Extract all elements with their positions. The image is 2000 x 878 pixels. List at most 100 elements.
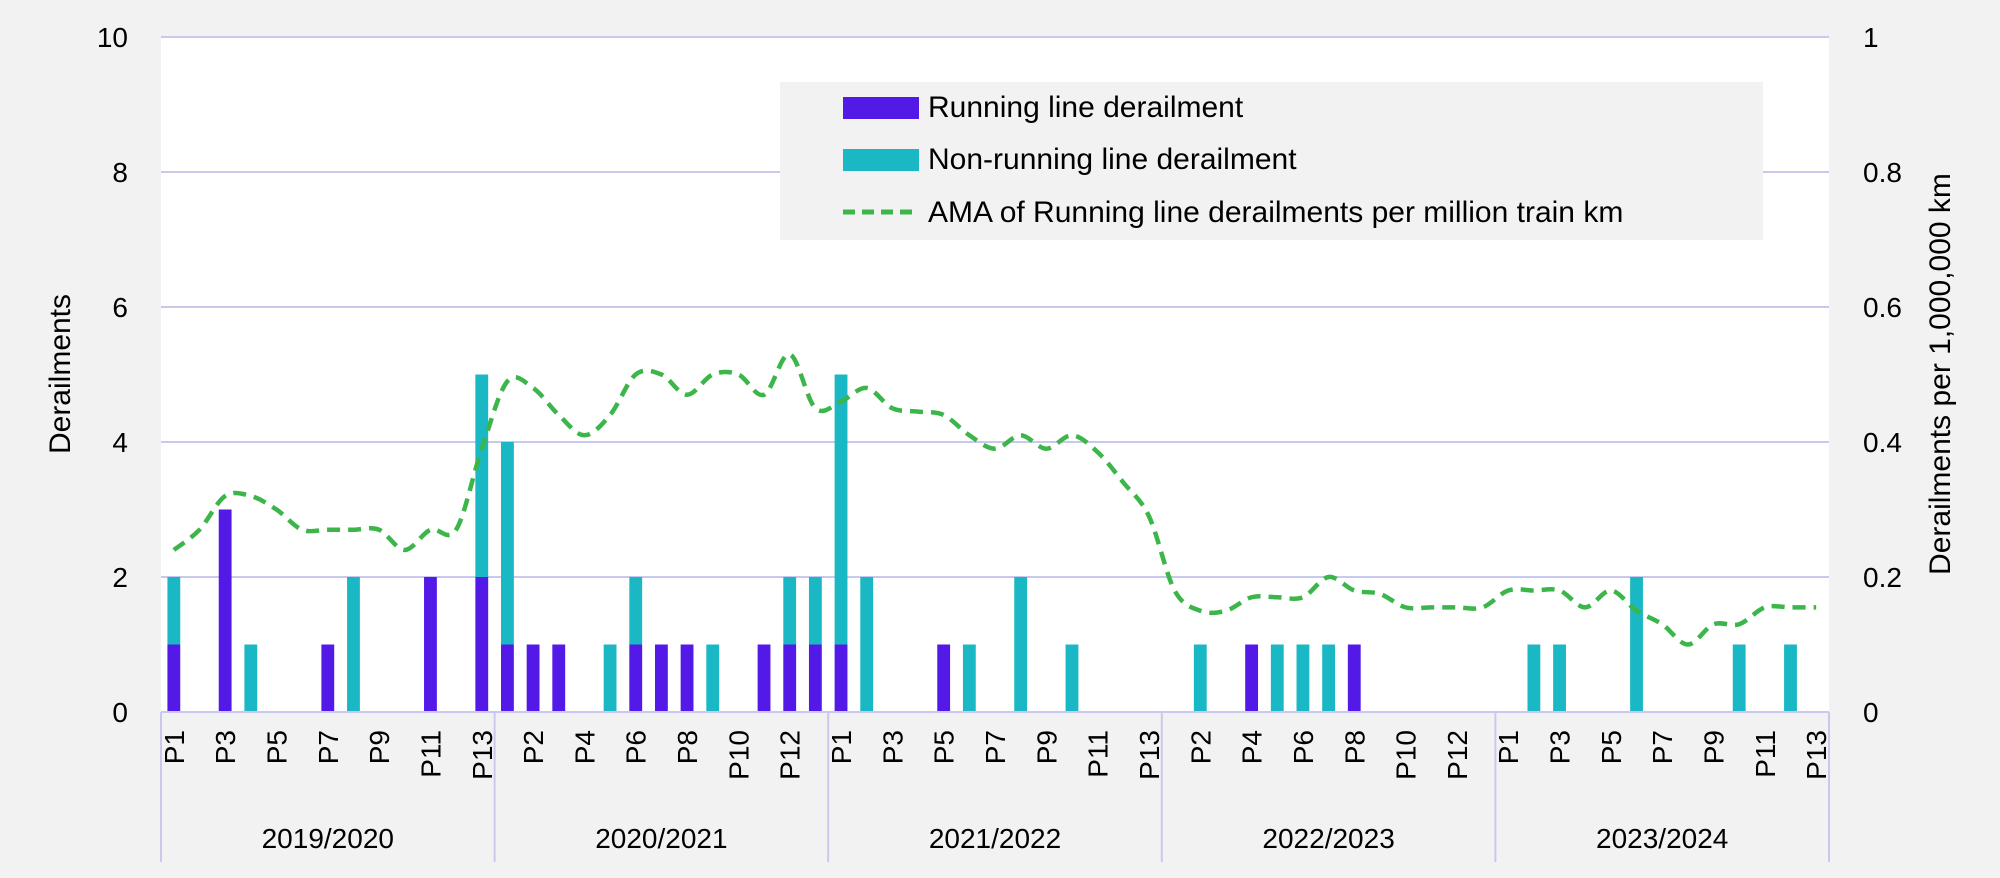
x-group-label: 2020/2021 xyxy=(595,823,727,854)
bar-running xyxy=(501,644,514,712)
legend-swatch-non-running xyxy=(843,149,919,171)
x-axis: P1 P3 P5 P7 P9 P11 P13 P2 P4 P6 P8 P10 P12 P1 P3 P5 P7 P9… xyxy=(159,711,1832,862)
x-period-tick-label: P13 xyxy=(467,730,498,780)
bar-running xyxy=(783,644,797,712)
bar-non-running xyxy=(629,577,643,645)
bar-running xyxy=(424,577,437,712)
bar-running xyxy=(526,644,540,712)
y-right-tick-label: 0 xyxy=(1863,697,1879,728)
ama-line xyxy=(172,352,1817,647)
bar-non-running xyxy=(1296,644,1310,712)
bar-running xyxy=(1347,644,1361,712)
bar-non-running xyxy=(1553,644,1566,712)
x-period-tick-label: P1 xyxy=(826,730,857,764)
x-period-tick-label: P9 xyxy=(364,730,395,764)
x-group-label: 2021/2022 xyxy=(929,823,1061,854)
x-period-tick-label: P13 xyxy=(1134,730,1165,780)
bar-non-running xyxy=(347,577,360,712)
x-period-tick-label: P8 xyxy=(672,730,703,764)
y-left-tick-label: 0 xyxy=(112,697,128,728)
bar-non-running xyxy=(860,577,874,712)
x-period-tick-label: P3 xyxy=(1545,730,1576,764)
y-right-tick-label: 0.2 xyxy=(1863,562,1902,593)
x-period-tick-label: P9 xyxy=(1699,730,1730,764)
bar-running xyxy=(552,644,566,712)
bar-running xyxy=(680,644,694,712)
bar-non-running xyxy=(244,644,258,712)
x-period-tick-label: P5 xyxy=(929,730,960,764)
bar-non-running xyxy=(1630,577,1643,712)
x-period-tick-label: P2 xyxy=(518,730,549,764)
bar-running xyxy=(167,644,181,712)
y-right-tick-label: 0.4 xyxy=(1863,427,1902,458)
bar-non-running xyxy=(834,374,848,645)
x-period-tick-label: P12 xyxy=(1442,730,1473,780)
y-left-tick-label: 6 xyxy=(112,292,128,323)
x-period-tick-label: P4 xyxy=(569,730,600,764)
y-right-tick-label: 1 xyxy=(1863,22,1879,53)
x-period-tick-label: P9 xyxy=(1031,730,1062,764)
legend-label-ama: AMA of Running line derailments per mill… xyxy=(928,196,1623,229)
x-period-tick-label: P6 xyxy=(621,730,652,764)
y-axis-left-title: Derailments xyxy=(44,294,77,454)
x-period-tick-label: P2 xyxy=(1185,730,1216,764)
x-period-tick-label: P6 xyxy=(1288,730,1319,764)
x-group-label: 2022/2023 xyxy=(1262,823,1394,854)
bar-running xyxy=(1245,644,1259,712)
y-axis-right: 0 0.2 0.4 0.6 0.8 1 xyxy=(1863,22,1902,728)
x-group-label: 2019/2020 xyxy=(262,823,394,854)
x-period-tick-label: P7 xyxy=(1647,730,1678,764)
bar-running xyxy=(654,644,668,712)
ama-line-layer xyxy=(172,352,1817,647)
bar-non-running xyxy=(1065,644,1079,712)
bar-non-running xyxy=(1322,644,1336,712)
bar-running xyxy=(757,644,771,712)
legend-swatch-running xyxy=(843,97,919,119)
bar-non-running xyxy=(808,577,822,645)
x-period-tick-label: P11 xyxy=(415,730,446,778)
bar-running xyxy=(629,644,643,712)
bar-non-running xyxy=(1527,644,1541,712)
x-period-tick-label: P10 xyxy=(723,730,754,780)
bar-non-running xyxy=(1270,644,1284,712)
x-period-tick-label: P3 xyxy=(877,730,908,764)
x-group-label: 2023/2024 xyxy=(1596,823,1728,854)
bar-running xyxy=(808,644,822,712)
bar-running xyxy=(218,509,232,712)
x-period-tick-label: P8 xyxy=(1339,730,1370,764)
x-period-tick-label: P12 xyxy=(775,730,806,780)
x-period-tick-label: P5 xyxy=(1596,730,1627,764)
x-period-tick-label: P13 xyxy=(1801,730,1832,780)
y-right-tick-label: 0.6 xyxy=(1863,292,1902,323)
x-period-tick-label: P11 xyxy=(1750,730,1781,778)
y-left-tick-label: 10 xyxy=(97,22,128,53)
bar-running xyxy=(475,577,489,712)
bar-running xyxy=(834,644,848,712)
legend-label-running: Running line derailment xyxy=(928,91,1244,124)
bar-non-running xyxy=(706,644,720,712)
x-period-tick-label: P7 xyxy=(980,730,1011,764)
bar-non-running xyxy=(962,644,976,712)
legend-label-non-running: Non-running line derailment xyxy=(928,143,1297,176)
bar-running xyxy=(321,644,335,712)
x-period-tick-label: P10 xyxy=(1391,730,1422,780)
bar-non-running xyxy=(783,577,797,645)
bar-non-running xyxy=(1784,644,1797,712)
legend: Running line derailment Non-running line… xyxy=(780,82,1763,240)
x-period-tick-label: P1 xyxy=(159,730,190,764)
y-axis-left: 0 2 4 6 8 10 xyxy=(97,22,128,728)
x-period-tick-label: P1 xyxy=(1493,730,1524,764)
x-period-tick-label: P3 xyxy=(210,730,241,764)
bar-non-running xyxy=(1193,644,1207,712)
bar-non-running xyxy=(167,577,181,645)
y-left-tick-label: 2 xyxy=(112,562,128,593)
bar-non-running xyxy=(1014,577,1028,712)
x-period-tick-label: P7 xyxy=(313,730,344,764)
y-left-tick-label: 8 xyxy=(112,157,128,188)
legend-box xyxy=(780,82,1763,240)
bar-non-running xyxy=(501,442,514,645)
y-left-tick-label: 4 xyxy=(112,427,128,458)
y-axis-right-title: Derailments per 1,000,000 km xyxy=(1924,173,1957,575)
